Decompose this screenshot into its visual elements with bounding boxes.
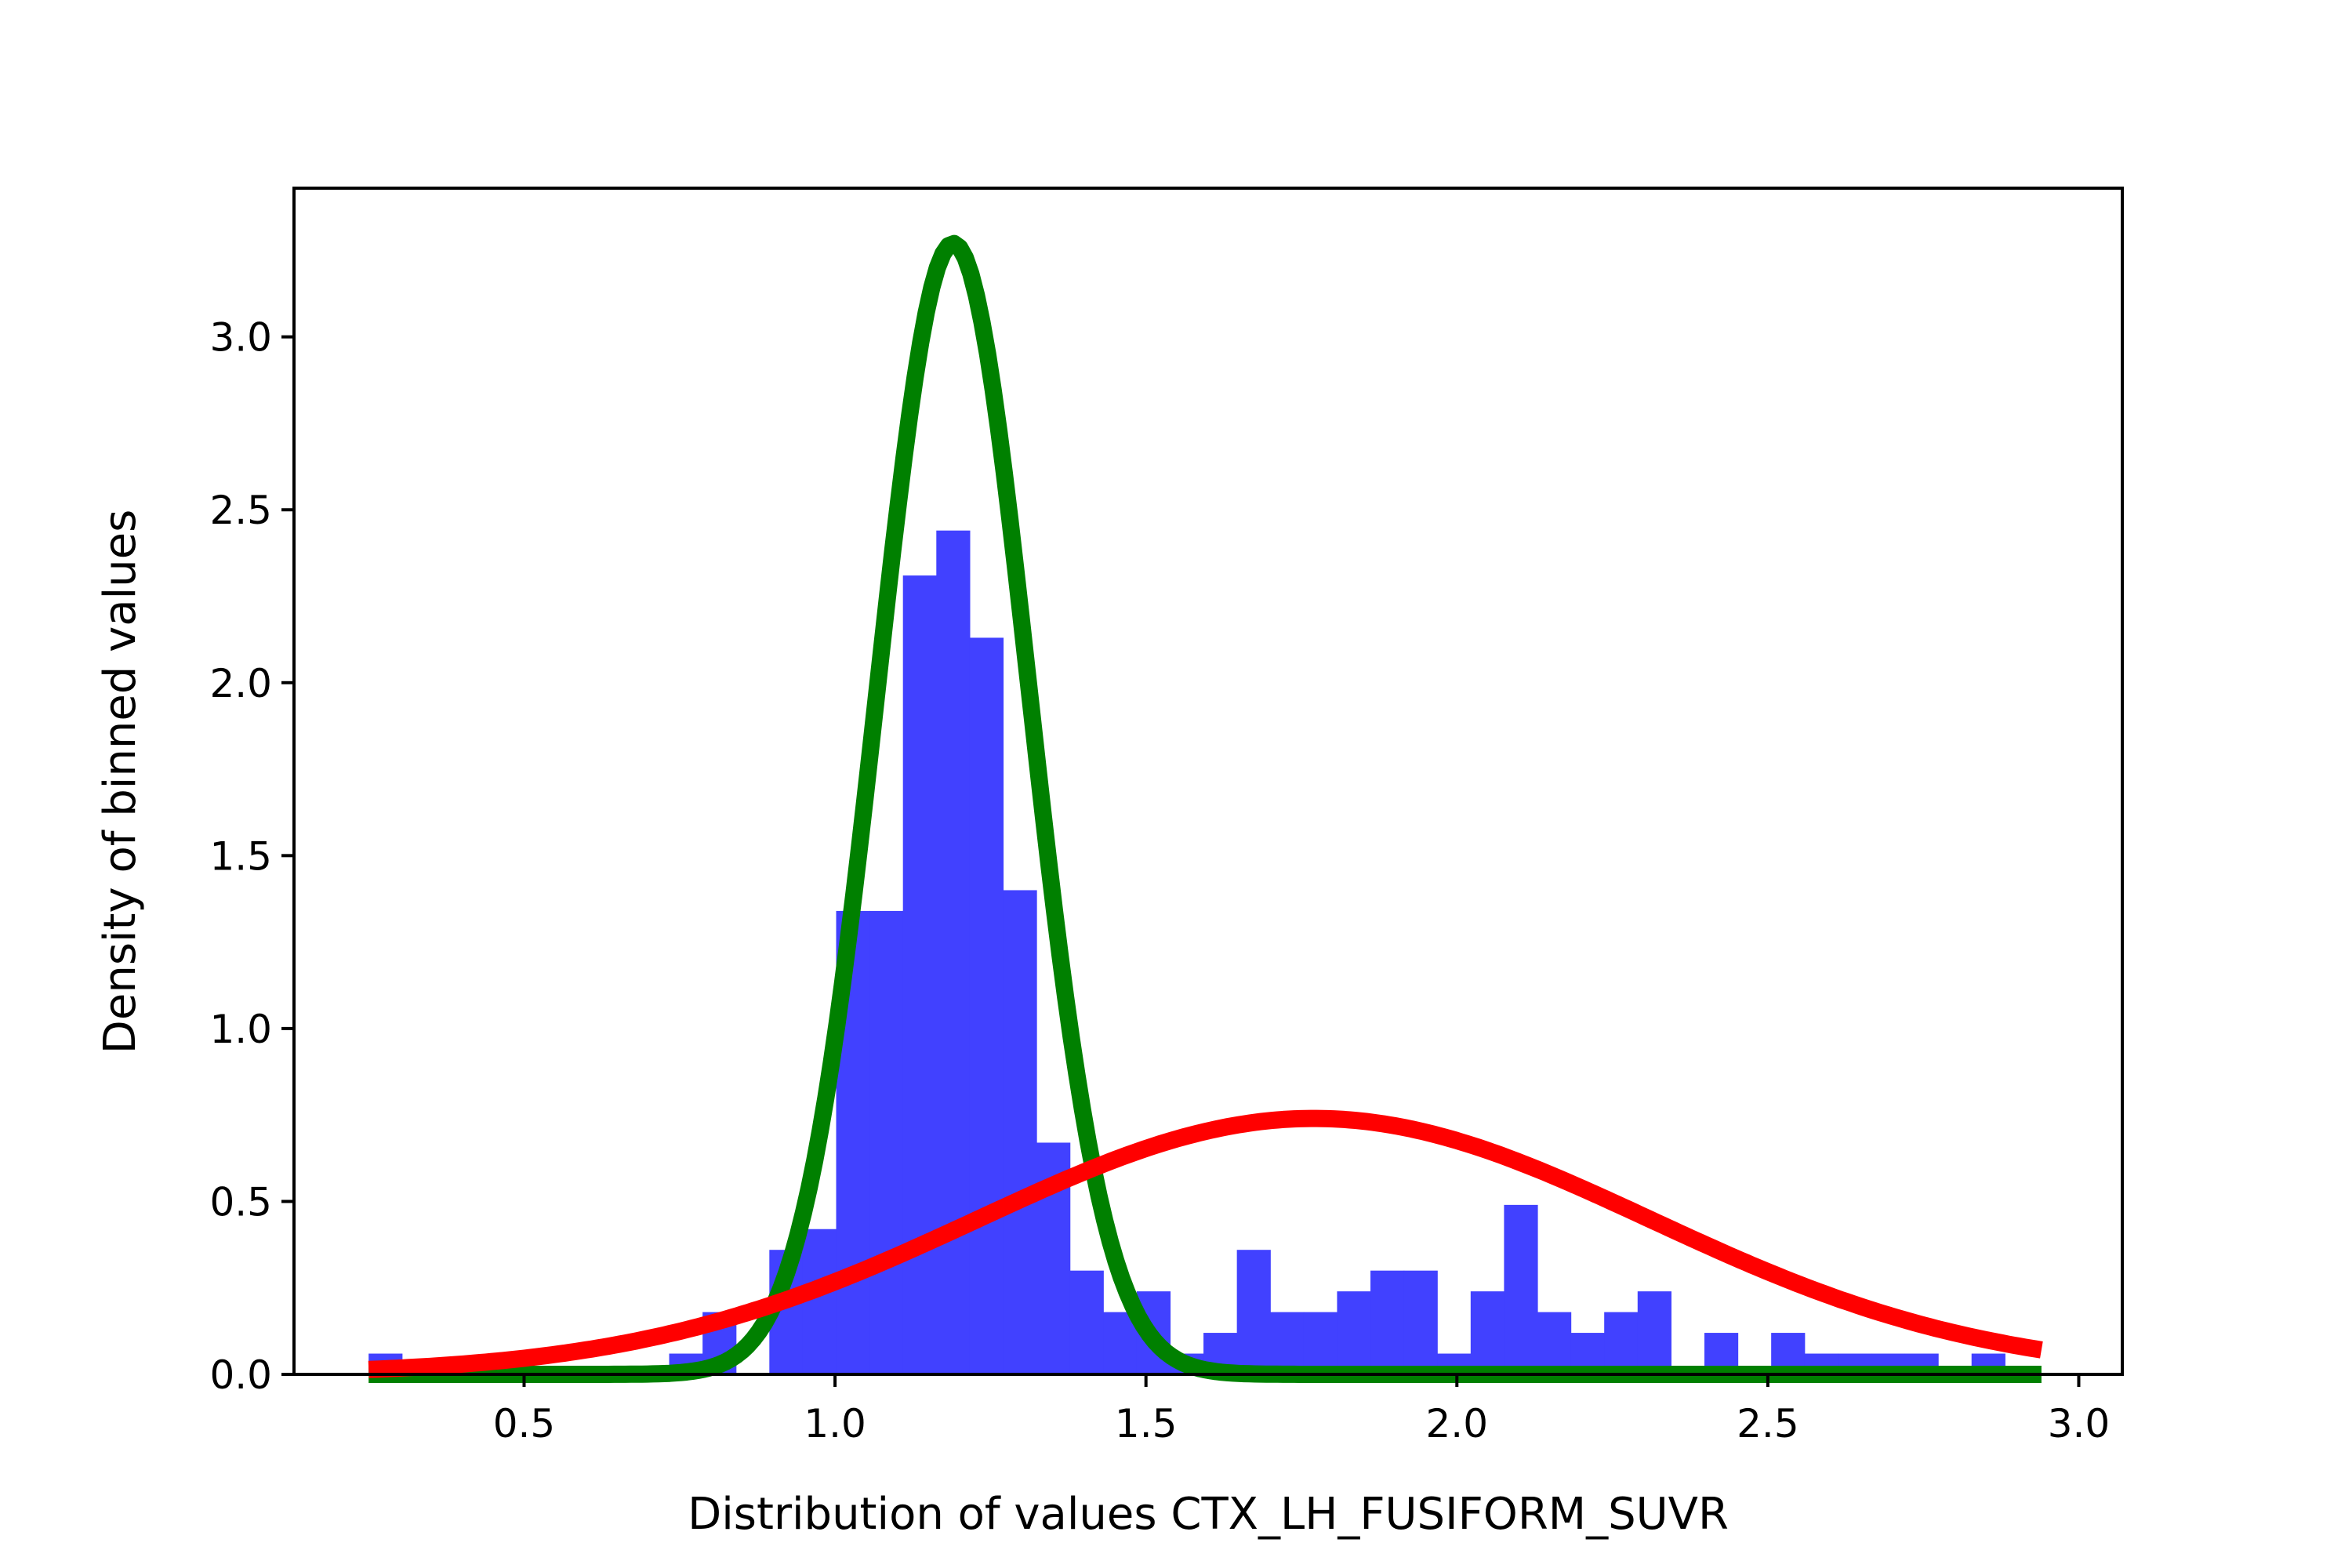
histogram-bar bbox=[869, 910, 904, 1374]
y-axis: 0.0 0.5 1.0 1.5 2.0 2.5 3.0 bbox=[209, 315, 294, 1398]
histogram-bars bbox=[368, 530, 2005, 1374]
histogram-bar bbox=[1236, 1250, 1271, 1374]
y-tick-label: 2.0 bbox=[209, 661, 272, 706]
x-tick-label: 3.0 bbox=[2048, 1401, 2111, 1446]
histogram-bar bbox=[1103, 1312, 1138, 1374]
fit-curve-1 bbox=[365, 234, 2045, 1383]
y-tick-label: 3.0 bbox=[209, 315, 272, 361]
histogram-bar bbox=[1003, 890, 1037, 1374]
x-tick-label: 1.0 bbox=[804, 1401, 866, 1446]
y-tick-label: 0.0 bbox=[209, 1352, 272, 1398]
histogram-bar bbox=[1637, 1291, 1671, 1374]
histogram-bar bbox=[1403, 1270, 1438, 1374]
histogram-bar bbox=[969, 637, 1004, 1374]
histogram-bar bbox=[1470, 1291, 1505, 1374]
y-tick-label: 2.5 bbox=[209, 488, 272, 533]
histogram-bar bbox=[1604, 1312, 1639, 1374]
fit-curve-2 bbox=[365, 1109, 2045, 1378]
x-tick-label: 0.5 bbox=[493, 1401, 556, 1446]
y-tick-label: 0.5 bbox=[209, 1179, 272, 1225]
x-axis-label: Distribution of values CTX_LH_FUSIFORM_S… bbox=[688, 1489, 1729, 1540]
histogram-bar bbox=[1537, 1312, 1572, 1374]
y-axis-label: Density of binned values bbox=[95, 510, 146, 1054]
histogram-bar bbox=[802, 1229, 837, 1374]
y-tick-label: 1.0 bbox=[209, 1007, 272, 1052]
histogram-bar bbox=[1303, 1312, 1338, 1374]
x-axis: 0.5 1.0 1.5 2.0 2.5 3.0 bbox=[493, 1374, 2111, 1446]
histogram-bar bbox=[1270, 1312, 1305, 1374]
histogram-bar bbox=[1069, 1270, 1104, 1374]
histogram-bar bbox=[1337, 1291, 1371, 1374]
histogram-bar bbox=[1370, 1270, 1405, 1374]
x-tick-label: 2.5 bbox=[1737, 1401, 1799, 1446]
histogram-bar bbox=[936, 530, 971, 1374]
histogram-bar bbox=[1504, 1204, 1538, 1374]
y-tick-label: 1.5 bbox=[209, 833, 272, 879]
fit-curves bbox=[365, 234, 2045, 1383]
plot-frame bbox=[292, 187, 2124, 1376]
x-tick-label: 1.5 bbox=[1115, 1401, 1178, 1446]
x-tick-label: 2.0 bbox=[1426, 1401, 1489, 1446]
